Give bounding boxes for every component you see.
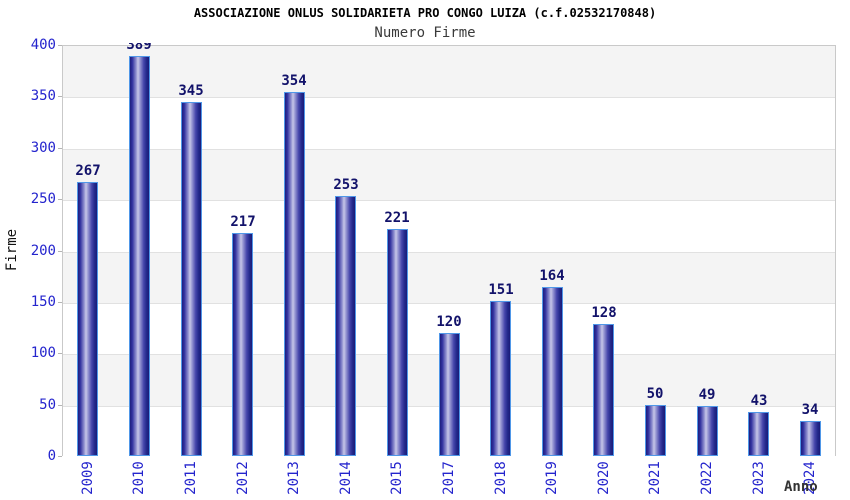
chart-subtitle: Numero Firme — [374, 25, 476, 41]
x-tick-label: 2015 — [389, 461, 405, 495]
grid-band — [63, 200, 835, 252]
y-axis-title: Firme — [4, 228, 20, 272]
y-tick-label: 300 — [30, 139, 56, 156]
bar — [129, 56, 150, 456]
grid-band — [63, 46, 835, 98]
y-tick-mark — [58, 353, 62, 355]
y-tick-mark — [58, 404, 62, 406]
x-tick-label: 2013 — [286, 461, 302, 495]
grid-line — [63, 251, 835, 253]
x-tick-label: 2017 — [441, 461, 457, 495]
bar — [697, 406, 718, 456]
y-tick-label: 50 — [39, 396, 56, 413]
y-tick-mark — [58, 250, 62, 252]
x-tick-label: 2022 — [699, 461, 715, 495]
x-tick-label: 2020 — [596, 461, 612, 495]
y-tick-label: 200 — [30, 242, 56, 259]
bar — [490, 301, 511, 456]
y-tick-label: 250 — [30, 191, 56, 208]
bar — [284, 92, 305, 456]
bar — [593, 324, 614, 456]
y-tick-mark — [58, 45, 62, 46]
y-tick-mark — [58, 456, 62, 457]
bar — [387, 229, 408, 456]
bar — [77, 182, 98, 456]
x-tick-label: 2019 — [544, 461, 560, 495]
y-tick-mark — [58, 199, 62, 201]
y-tick-label: 100 — [30, 345, 56, 362]
y-tick-label: 350 — [30, 88, 56, 105]
grid-line — [63, 148, 835, 150]
grid-line — [63, 200, 835, 202]
x-tick-label: 2018 — [493, 461, 509, 495]
grid-line — [63, 302, 835, 304]
bar — [645, 405, 666, 456]
bar — [748, 412, 769, 456]
bar — [439, 333, 460, 456]
bar — [800, 421, 821, 456]
grid-line — [63, 97, 835, 99]
bar — [335, 196, 356, 456]
y-tick-mark — [58, 147, 62, 149]
y-tick-label: 400 — [30, 37, 56, 53]
y-tick-label: 150 — [30, 293, 56, 310]
chart-title: ASSOCIAZIONE ONLUS SOLIDARIETA PRO CONGO… — [193, 6, 657, 20]
x-tick-label: 2014 — [338, 461, 354, 495]
x-tick-label: 2010 — [131, 461, 147, 495]
bar — [542, 287, 563, 456]
x-axis-title: Anno — [784, 479, 818, 495]
grid-band — [63, 148, 835, 201]
x-tick-label: 2012 — [235, 461, 251, 495]
y-tick-mark — [58, 96, 62, 98]
grid-band — [63, 251, 835, 303]
grid-band — [63, 97, 835, 149]
x-tick-label: 2023 — [751, 461, 767, 495]
x-tick-label: 2009 — [80, 461, 96, 495]
x-tick-label: 2021 — [647, 461, 663, 495]
bar — [181, 102, 202, 456]
bar — [232, 233, 253, 456]
x-tick-label: 2011 — [183, 461, 199, 495]
y-tick-label: 0 — [47, 448, 56, 464]
y-tick-mark — [58, 301, 62, 303]
